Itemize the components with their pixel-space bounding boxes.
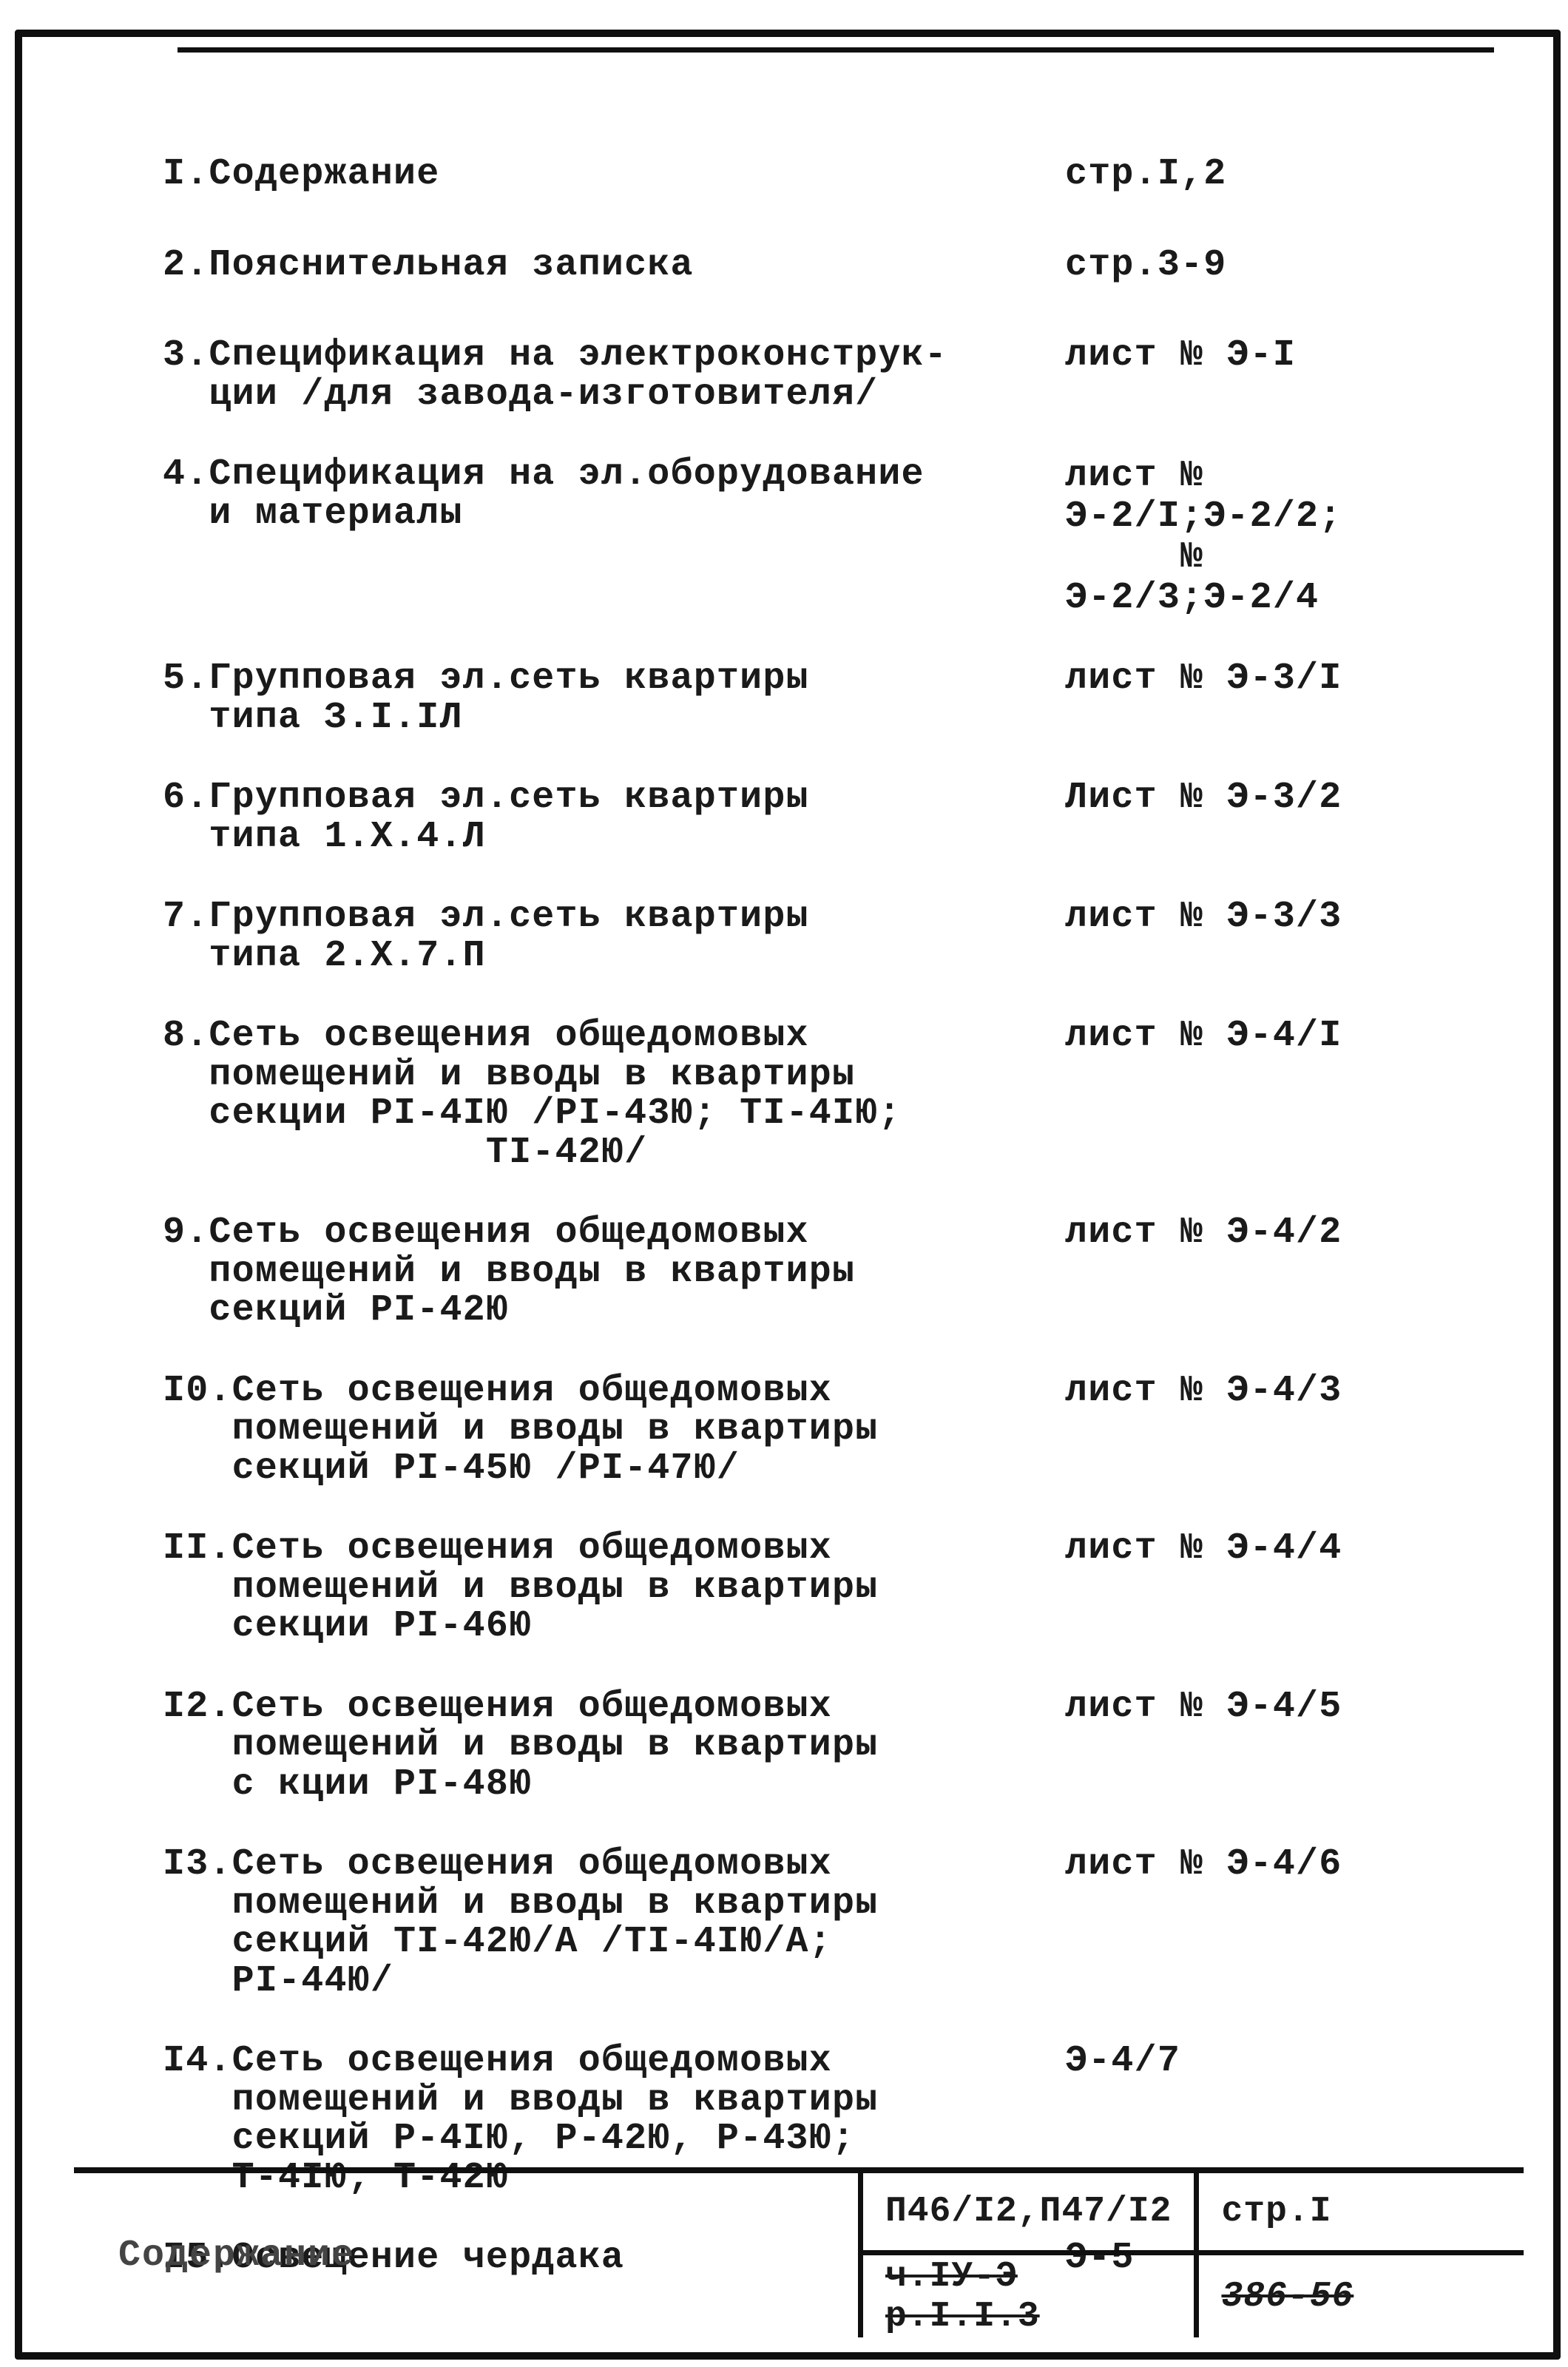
toc-entry-ref: стр.3-9 [1065,246,1479,286]
footer-title: Содержание [74,2173,858,2337]
toc-entry-title: 3.Спецификация на электроконструк- ции /… [163,337,1065,414]
toc-entry: I3.Сеть освещения общедомовых помещений … [163,1846,1479,2001]
toc-entry: 5.Групповая эл.сеть квартиры типа З.I.IЛ… [163,660,1479,737]
content-list: I.Содержание стр.I,2 2.Пояснительная зап… [163,155,1479,2320]
toc-entry-title: 8.Сеть освещения общедомовых помещений и… [163,1017,1065,1172]
footer-right-grid: П46/I2,П47/I2 стр.I ч.IУ-Э р.I.I.3 386-5… [858,2173,1524,2337]
toc-entry: 3.Спецификация на электроконструк- ции /… [163,337,1479,414]
page: I.Содержание стр.I,2 2.Пояснительная зап… [0,0,1568,2367]
toc-entry: 2.Пояснительная записка стр.3-9 [163,246,1479,286]
document-frame: I.Содержание стр.I,2 2.Пояснительная зап… [15,30,1561,2360]
toc-entry-title: 6.Групповая эл.сеть квартиры типа 1.X.4.… [163,779,1065,857]
footer-strike-number: 386-56 [1221,2277,1354,2317]
toc-entry-ref: лист № Э-4/6 [1065,1846,1479,1885]
toc-entry: 6.Групповая эл.сеть квартиры типа 1.X.4.… [163,779,1479,857]
toc-entry-title: II.Сеть освещения общедомовых помещений … [163,1530,1065,1647]
toc-entry-title: 7.Групповая эл.сеть квартиры типа 2.X.7.… [163,898,1065,976]
toc-entry-ref: лист № Э-2/I;Э-2/2; № Э-2/3;Э-2/4 [1065,456,1479,618]
toc-entry: II.Сеть освещения общедомовых помещений … [163,1530,1479,1647]
toc-entry: I2.Сеть освещения общедомовых помещений … [163,1688,1479,1805]
footer-title-block: Содержание П46/I2,П47/I2 стр.I ч.IУ-Э р.… [74,2167,1524,2337]
toc-entry-ref: лист № Э-I [1065,337,1479,376]
footer-cell-code: П46/I2,П47/I2 [858,2173,1194,2255]
toc-entry-ref: Лист № Э-3/2 [1065,779,1479,818]
toc-entry-title: I0.Сеть освещения общедомовых помещений … [163,1372,1065,1489]
footer-cell-bottom-left: ч.IУ-Э р.I.I.3 [858,2255,1194,2337]
toc-entry-title: 5.Групповая эл.сеть квартиры типа З.I.IЛ [163,660,1065,737]
footer-row: Содержание П46/I2,П47/I2 стр.I ч.IУ-Э р.… [74,2173,1524,2337]
toc-entry: I0.Сеть освещения общедомовых помещений … [163,1372,1479,1489]
toc-entry-title: I.Содержание [163,155,1065,195]
toc-entry-ref: лист № Э-3/3 [1065,898,1479,937]
toc-entry-ref: лист № Э-4/2 [1065,1214,1479,1253]
toc-entry-title: 9.Сеть освещения общедомовых помещений и… [163,1214,1065,1331]
toc-entry: 7.Групповая эл.сеть квартиры типа 2.X.7.… [163,898,1479,976]
toc-entry-title: 2.Пояснительная записка [163,246,1065,286]
toc-entry: I.Содержание стр.I,2 [163,155,1479,195]
toc-entry-ref: лист № Э-4/3 [1065,1372,1479,1411]
footer-strike-text: ч.IУ-Э р.I.I.3 [885,2257,1172,2337]
toc-entry-ref: лист № Э-3/I [1065,660,1479,699]
top-rule [178,47,1494,53]
footer-cell-bottom-right: 386-56 [1194,2255,1524,2337]
toc-entry-ref: лист № Э-4/4 [1065,1530,1479,1569]
toc-entry: 4.Спецификация на эл.оборудование и мате… [163,456,1479,618]
toc-entry-ref: лист № Э-4/I [1065,1017,1479,1056]
toc-entry: 8.Сеть освещения общедомовых помещений и… [163,1017,1479,1172]
toc-entry: 9.Сеть освещения общедомовых помещений и… [163,1214,1479,1331]
toc-entry-ref: стр.I,2 [1065,155,1479,195]
toc-entry-ref: Э-4/7 [1065,2042,1479,2081]
toc-entry-title: I2.Сеть освещения общедомовых помещений … [163,1688,1065,1805]
toc-entry-title: 4.Спецификация на эл.оборудование и мате… [163,456,1065,533]
toc-entry-ref: лист № Э-4/5 [1065,1688,1479,1727]
toc-entry-title: I3.Сеть освещения общедомовых помещений … [163,1846,1065,2001]
footer-cell-page: стр.I [1194,2173,1524,2255]
